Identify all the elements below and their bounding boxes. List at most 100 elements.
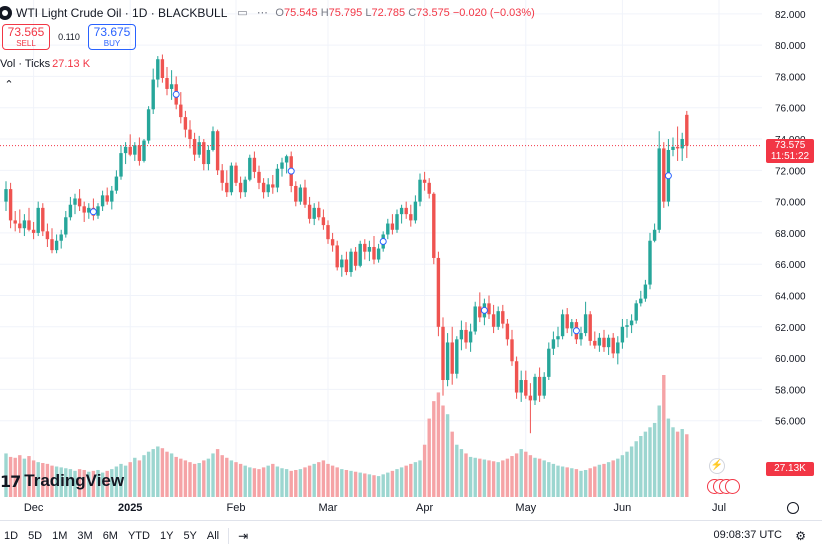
- range-5d[interactable]: 5D: [28, 529, 43, 542]
- candle-body: [326, 225, 330, 240]
- volume-bar: [202, 460, 206, 497]
- lightning-icon[interactable]: ⚡: [709, 458, 725, 474]
- volume-bar: [473, 457, 477, 497]
- candle-body: [321, 217, 326, 226]
- volume-bar: [82, 469, 86, 497]
- collapse-legend-icon[interactable]: ⌃: [4, 79, 14, 91]
- economic-events-flags[interactable]: [707, 479, 747, 495]
- volume-bar: [666, 418, 671, 497]
- candle-body: [468, 331, 473, 343]
- range-ytd[interactable]: YTD: [127, 529, 150, 542]
- range-all[interactable]: All: [206, 529, 220, 542]
- candle-body: [100, 195, 105, 207]
- volume-bar: [528, 455, 533, 497]
- price-tick-label: 58.000: [775, 385, 806, 396]
- volume-bar: [252, 468, 257, 497]
- volume-bar: [652, 422, 657, 497]
- chart-settings-icon[interactable]: [787, 502, 799, 514]
- volume-bar: [386, 472, 390, 497]
- volume-bar: [275, 466, 280, 497]
- candle-body: [680, 139, 684, 149]
- volume-bar: [238, 463, 243, 497]
- volume-bar: [27, 456, 31, 497]
- candle-body: [418, 179, 422, 202]
- flag-icon[interactable]: ▭: [237, 7, 248, 19]
- volume-bar: [468, 456, 473, 497]
- range-1d[interactable]: 1D: [4, 529, 19, 542]
- candle-body: [110, 190, 114, 202]
- buy-button[interactable]: 73.675 BUY: [88, 24, 136, 50]
- candle-body: [533, 376, 537, 401]
- volume-bar: [404, 465, 408, 497]
- candle-body: [639, 298, 643, 304]
- time-tick-label: Feb: [227, 502, 246, 514]
- volume-bar: [206, 458, 211, 497]
- volume-bar: [363, 473, 367, 497]
- volume-bar: [45, 463, 50, 497]
- candle-body: [358, 243, 362, 266]
- tradingview-logo[interactable]: 17 TradingView: [0, 471, 125, 491]
- volume-bar: [142, 455, 146, 497]
- candle-body: [243, 179, 247, 193]
- candle-body: [303, 187, 307, 205]
- candle-body: [547, 348, 551, 377]
- volume-bar: [487, 460, 491, 497]
- price-tick-label: 80.000: [775, 41, 806, 52]
- candle-body: [556, 336, 560, 340]
- candle-body: [606, 337, 611, 348]
- volume-bar: [96, 469, 100, 497]
- candle-body: [31, 229, 36, 233]
- event-markers: [89, 90, 672, 335]
- candle-body: [27, 220, 31, 230]
- volume-bar: [284, 469, 289, 497]
- go-to-date-icon[interactable]: ⇥: [238, 528, 249, 543]
- volume-bar: [685, 434, 689, 497]
- range-1y[interactable]: 1Y: [159, 529, 174, 542]
- range-3m[interactable]: 3M: [77, 529, 93, 542]
- candle-body: [133, 145, 137, 155]
- candle-body: [363, 243, 367, 252]
- candle-body: [625, 325, 629, 327]
- volume-bar: [8, 456, 13, 497]
- volume-bar: [298, 469, 303, 497]
- volume-bar: [243, 465, 247, 497]
- candle-body: [234, 165, 238, 183]
- range-5y[interactable]: 5Y: [183, 529, 197, 542]
- volume-bar: [114, 466, 119, 497]
- candle-body: [202, 142, 206, 165]
- price-axis: 56.000 58.000 60.000 62.000 64.000 66.000 68.0…: [775, 10, 806, 428]
- candle-body: [662, 148, 666, 202]
- volume-bar: [616, 458, 620, 497]
- clock-utc[interactable]: 09:08:37 UTC: [713, 529, 782, 541]
- volume-bar: [418, 460, 422, 497]
- range-6m[interactable]: 6M: [102, 529, 118, 542]
- time-tick-label: Dec: [24, 502, 44, 514]
- price-chart[interactable]: 56.000 58.000 60.000 62.000 64.000 66.000 68.0…: [0, 0, 822, 520]
- toolbar-divider: [228, 527, 230, 544]
- us-flag-icon[interactable]: [725, 479, 740, 494]
- sell-button[interactable]: 73.565 SELL: [2, 24, 50, 50]
- volume-legend[interactable]: Vol · Ticks 27.13 K: [0, 58, 91, 70]
- candle-body: [137, 145, 142, 161]
- candle-body: [82, 206, 86, 213]
- candle-body: [344, 259, 349, 273]
- range-1m[interactable]: 1M: [52, 529, 68, 542]
- candle-body: [353, 251, 358, 266]
- volume-bar: [611, 460, 615, 497]
- price-tick-label: 62.000: [775, 323, 806, 334]
- candle-body: [510, 339, 514, 362]
- candle-body: [105, 195, 109, 202]
- volume-bar: [606, 462, 611, 497]
- candle-body: [64, 217, 68, 235]
- candle-body: [634, 303, 638, 321]
- more-options-icon[interactable]: ⋯: [256, 7, 268, 19]
- volume-bar: [432, 401, 436, 497]
- volume-bar: [179, 458, 183, 497]
- candle-body: [142, 140, 146, 161]
- time-tick-label: Jul: [712, 502, 726, 514]
- volume-bar: [340, 469, 344, 497]
- candle-body: [519, 380, 523, 393]
- volume-bar: [542, 460, 546, 497]
- settings-gear-icon[interactable]: ⚙: [795, 529, 806, 543]
- symbol-title[interactable]: WTI Light Crude Oil · 1D · BLACKBULL: [16, 6, 228, 20]
